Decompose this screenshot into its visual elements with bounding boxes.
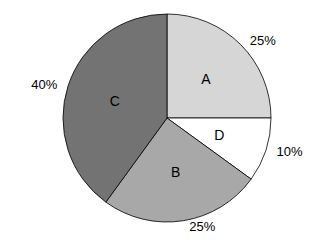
svg-text:40%: 40% xyxy=(31,77,57,92)
svg-text:25%: 25% xyxy=(250,33,276,48)
svg-text:C: C xyxy=(110,93,120,109)
svg-text:10%: 10% xyxy=(277,144,303,159)
svg-text:D: D xyxy=(214,127,224,143)
svg-text:25%: 25% xyxy=(189,219,215,234)
svg-text:B: B xyxy=(171,164,180,180)
svg-text:A: A xyxy=(201,71,211,87)
